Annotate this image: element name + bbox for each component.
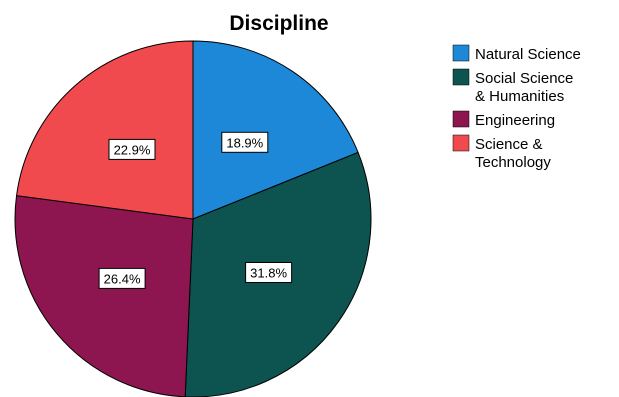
legend-label-4-line-1: Science & — [475, 136, 543, 153]
legend-label-1: Natural Science — [475, 46, 581, 63]
legend-label-4-line-2: Technology — [475, 154, 551, 171]
pie-data-labels: 18.9% 31.8% 26.4% 22.9% — [98, 131, 293, 289]
pie-slices — [14, 40, 372, 397]
chart-title: Discipline — [229, 12, 328, 35]
legend-label-2-line-2: & Humanities — [475, 88, 564, 105]
legend-swatch-3 — [452, 110, 470, 128]
legend-swatch-2 — [452, 68, 470, 86]
data-label-1: 18.9% — [226, 135, 263, 150]
legend-label-3: Engineering — [475, 112, 555, 129]
legend-label-2-line-1: Social Science — [475, 70, 573, 87]
legend-swatch-1 — [452, 44, 470, 62]
pie-slice-1 — [192, 40, 359, 220]
data-label-3: 26.4% — [104, 271, 141, 286]
legend-swatch-4 — [452, 134, 470, 152]
data-label-box-3 — [98, 267, 146, 289]
data-label-box-1 — [221, 131, 269, 153]
data-label-4: 22.9% — [114, 142, 151, 157]
pie-slice-4 — [15, 40, 194, 220]
data-label-box-4 — [108, 138, 156, 160]
data-label-box-2 — [245, 262, 293, 283]
data-label-2: 31.8% — [250, 266, 287, 281]
pie-slice-3 — [14, 195, 194, 397]
legend: Natural Science Social Science& Humanitie… — [452, 44, 581, 171]
